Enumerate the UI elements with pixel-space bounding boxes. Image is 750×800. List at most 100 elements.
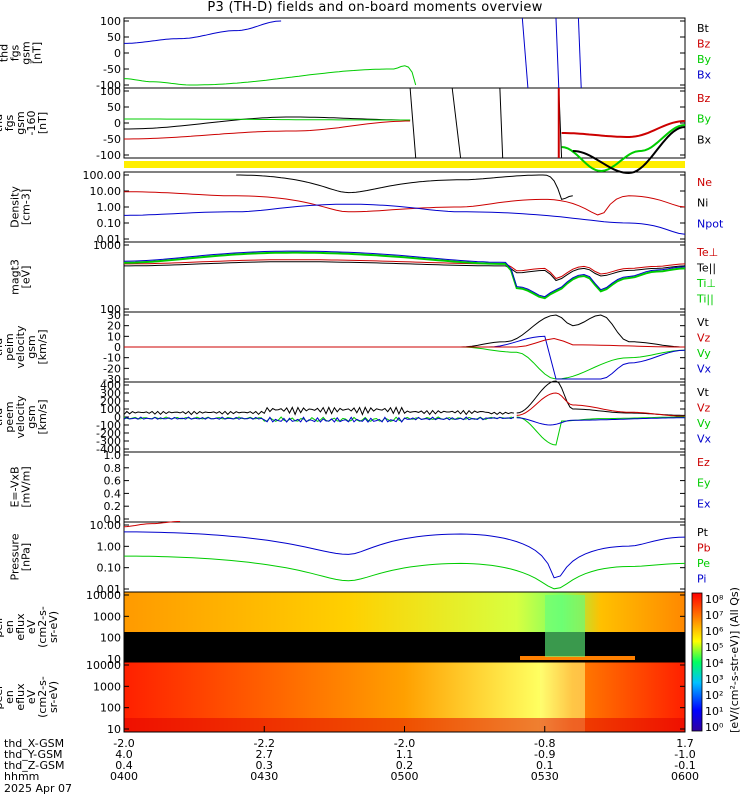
y-tick-label: 100 (100, 403, 121, 416)
y-label-line: sr-eV) (47, 611, 60, 643)
x-tick-label: -0.1 (674, 759, 695, 772)
y-label-line: [nT] (31, 42, 44, 64)
y-tick-label: 10 (107, 653, 121, 666)
x-tick-label: 0.1 (536, 759, 554, 772)
y-tick-label: 0 (114, 411, 121, 424)
y-label-line: [eV] (20, 266, 33, 289)
x-row-label: thd_Z-GSM (4, 759, 64, 772)
y-tick-label: 0 (114, 47, 121, 60)
y-label-line: [km/s] (36, 329, 49, 364)
y-label-line: [cm-3] (20, 189, 33, 225)
y-label-line: fgs (3, 114, 16, 131)
y-label-line: gsm (25, 405, 38, 428)
y-tick-label: 1.00 (97, 540, 122, 553)
y-tick-label: 100 (100, 702, 121, 715)
series-Vt-e2 (516, 380, 685, 416)
y-tick-label: 0.10 (97, 217, 122, 230)
y-tick-label: 0.4 (104, 487, 122, 500)
series-Ne (123, 191, 686, 216)
legend-Pe: Pe (697, 557, 710, 570)
series-Teperp (124, 259, 686, 280)
legend-Ne: Ne (697, 176, 712, 189)
x-tick-label: 0500 (391, 770, 419, 783)
legend-Te||: Te|| (696, 262, 716, 275)
peir-burst (545, 595, 585, 657)
y-label-line: [mV/m] (20, 466, 33, 507)
y-tick-label: 100.00 (83, 169, 122, 182)
x-tick-label: 0430 (250, 770, 278, 783)
y-tick-label: 100 (100, 303, 121, 316)
legend-Npot: Npot (697, 217, 724, 230)
series-Bx2-jump (451, 87, 462, 159)
series-Pe (124, 555, 686, 590)
x-tick-label: 1.7 (676, 737, 694, 750)
series-Bx2-jump (499, 87, 504, 159)
series-Bz2-late (561, 120, 686, 138)
legend-By: By (697, 53, 712, 66)
y-label-line: velocity (14, 325, 27, 368)
y-label-line: [nPa] (20, 543, 33, 571)
series-Pi (124, 531, 686, 579)
y-tick-label: 0 (114, 341, 121, 354)
y-label-line: eV (25, 619, 38, 634)
colorbar-tick: 10² (705, 689, 723, 702)
x-tick-label: 2.7 (256, 748, 274, 761)
legend-Ey: Ey (697, 477, 711, 490)
panel-frame-temp (123, 241, 686, 313)
panel-frame-fgs (123, 17, 686, 89)
colorbar-tick: 10¹ (705, 705, 723, 718)
y-label-line: thd (0, 338, 5, 356)
panel-frame-efield (123, 451, 686, 523)
y-axis-label-density: Density[cm-3] (9, 186, 33, 228)
y-tick-label: 20 (107, 320, 121, 333)
x-row-label: thd_Y-GSM (4, 748, 63, 761)
y-label-line: E=-VxB (9, 466, 22, 507)
series-By2-late (561, 124, 686, 173)
y-tick-label: 0.01 (97, 583, 122, 596)
series-Vy-e2 (516, 416, 685, 446)
x-tick-label: 0400 (110, 770, 138, 783)
peir-feature (520, 656, 635, 660)
y-label-line: gsm (14, 111, 27, 134)
y-label-line: sr-eV) (47, 681, 60, 713)
series-Vy (124, 346, 686, 380)
y-tick-label: 0.6 (104, 475, 122, 488)
y-label-line: thd (0, 114, 5, 132)
y-axis-label-efield: E=-VxB[mV/m] (9, 466, 33, 507)
legend-Vy: Vy (697, 347, 711, 360)
series-Vx-e2 (516, 417, 685, 426)
y-label-line: eflux (14, 683, 27, 711)
series-Bx2-late (572, 126, 686, 175)
series-Vt (124, 314, 686, 348)
colorbar-label-text: [eV/(cm²-s-str-eV)] (All Qs) (728, 587, 741, 733)
y-tick-label: 10000 (86, 659, 121, 672)
legend-Ni: Ni (697, 197, 708, 210)
y-label-line: en (3, 620, 16, 634)
y-tick-label: 100 (100, 632, 121, 645)
legend-Bx: Bx (697, 69, 712, 82)
colorbar-tick: 10⁴ (705, 657, 724, 670)
legend-Te⊥: Te⊥ (696, 246, 718, 259)
y-label-line: peem (3, 401, 16, 432)
x-tick-label: 4.0 (115, 748, 133, 761)
legend-Bt: Bt (697, 22, 710, 35)
y-tick-label: 30 (107, 309, 121, 322)
series-Vz-e (516, 392, 685, 417)
legend-Vx: Vx (697, 433, 712, 446)
x-row-label: thd_X-GSM (4, 737, 64, 750)
y-tick-label: -100 (96, 419, 121, 432)
y-label-line: peir (0, 616, 5, 638)
colorbar-tick: 10⁷ (705, 609, 723, 622)
legend-Vz: Vz (697, 402, 711, 415)
series-Bx (124, 20, 282, 44)
y-label-line: (cm2-s- (36, 676, 49, 718)
colorbar-tick: 10⁵ (705, 641, 723, 654)
y-tick-label: -50 (103, 63, 121, 76)
colorbar-tick: 10⁸ (705, 593, 724, 606)
x-tick-label: 0530 (531, 770, 559, 783)
y-tick-label: 300 (100, 387, 121, 400)
legend-Bz: Bz (697, 38, 711, 51)
colorbar-tick: 10³ (705, 673, 723, 686)
